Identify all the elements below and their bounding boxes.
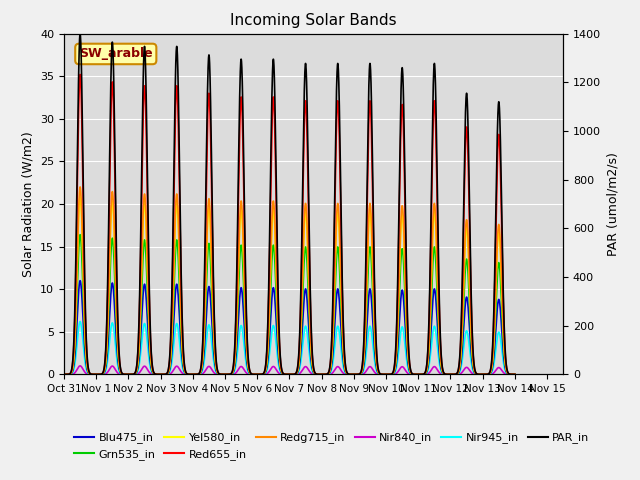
Title: Incoming Solar Bands: Incoming Solar Bands [230,13,397,28]
Legend: Blu475_in, Grn535_in, Yel580_in, Red655_in, Redg715_in, Nir840_in, Nir945_in, PA: Blu475_in, Grn535_in, Yel580_in, Red655_… [70,428,594,464]
Y-axis label: PAR (umol/m2/s): PAR (umol/m2/s) [607,152,620,256]
Text: SW_arable: SW_arable [79,48,152,60]
Y-axis label: Solar Radiation (W/m2): Solar Radiation (W/m2) [22,131,35,277]
